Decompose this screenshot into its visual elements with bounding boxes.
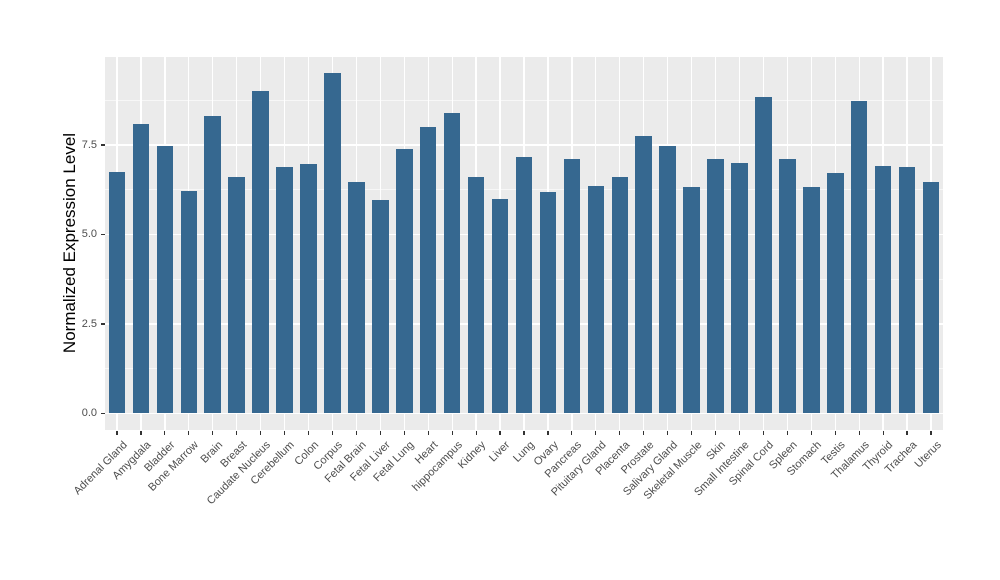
bar — [204, 116, 221, 414]
h-gridline-minor — [105, 99, 943, 101]
bar — [898, 166, 916, 414]
x-tick-mark — [858, 430, 860, 435]
bar — [228, 177, 245, 414]
bar — [827, 173, 844, 414]
x-tick-mark — [379, 430, 381, 435]
x-tick-mark — [451, 430, 453, 435]
bar — [539, 191, 557, 414]
bar — [874, 166, 892, 414]
bar — [156, 146, 174, 414]
y-tick-label: 0.0 — [81, 407, 97, 419]
bar — [587, 186, 605, 414]
x-tick-mark — [667, 430, 669, 435]
y-tick-mark — [100, 144, 105, 146]
x-tick-mark — [164, 430, 166, 435]
bar — [419, 127, 437, 414]
x-tick-mark — [140, 430, 142, 435]
h-gridline-major — [105, 144, 943, 146]
y-tick-label: 2.5 — [81, 317, 97, 330]
bar — [922, 182, 940, 414]
x-tick-mark — [523, 430, 525, 435]
x-tick-mark — [283, 430, 286, 435]
x-tick-mark — [547, 430, 549, 435]
x-tick-mark — [906, 430, 908, 435]
bar — [396, 148, 413, 414]
bar — [300, 164, 317, 414]
x-tick-mark — [571, 430, 573, 435]
x-tick-mark — [595, 430, 597, 435]
bar — [467, 176, 485, 414]
bar — [132, 123, 150, 414]
bar — [180, 190, 198, 414]
bar — [755, 96, 772, 414]
y-tick-mark — [100, 412, 105, 415]
x-tick-mark — [930, 430, 932, 435]
x-tick-mark — [212, 430, 214, 435]
x-tick-mark — [738, 430, 741, 435]
x-tick-mark — [355, 430, 357, 435]
x-tick-mark — [691, 430, 693, 435]
bar — [731, 162, 748, 414]
y-tick-label: 5.0 — [81, 228, 97, 240]
x-tick-mark — [714, 430, 717, 435]
x-tick-mark — [834, 430, 836, 435]
x-tick-mark — [116, 430, 118, 435]
x-category-label: Liver — [487, 439, 513, 465]
x-tick-mark — [260, 430, 262, 435]
bar — [252, 91, 269, 414]
bar — [324, 73, 341, 414]
y-axis-title: Normalized Expression Level — [60, 132, 79, 354]
bar — [635, 135, 652, 414]
bar — [850, 100, 868, 414]
bar — [707, 158, 724, 414]
bar — [683, 186, 700, 414]
x-tick-mark — [619, 430, 621, 435]
y-tick-mark — [100, 323, 105, 325]
x-tick-mark — [188, 430, 190, 435]
x-tick-mark — [403, 430, 405, 435]
x-tick-mark — [236, 430, 238, 435]
x-category-label: Uterus — [912, 439, 944, 471]
bar — [372, 200, 389, 414]
bar — [276, 166, 293, 414]
x-tick-mark — [427, 430, 429, 435]
x-tick-mark — [643, 430, 645, 435]
x-tick-mark — [307, 430, 310, 435]
bar — [659, 145, 676, 414]
x-tick-mark — [762, 430, 765, 435]
bar — [563, 159, 581, 414]
bar — [611, 176, 629, 414]
bar — [443, 113, 461, 414]
x-tick-mark — [786, 430, 788, 435]
y-tick-mark — [100, 233, 105, 236]
bar — [108, 172, 126, 414]
x-tick-mark — [331, 430, 334, 435]
y-tick-label: 7.5 — [81, 138, 97, 151]
bar — [491, 199, 509, 414]
bar — [515, 157, 533, 414]
x-tick-mark — [882, 430, 884, 435]
x-tick-mark — [475, 430, 477, 435]
bar — [803, 186, 820, 414]
bar — [779, 158, 796, 414]
plot-panel — [105, 57, 943, 430]
bar — [348, 182, 365, 414]
x-tick-mark — [499, 430, 501, 435]
h-gridline-major — [105, 412, 943, 415]
x-tick-mark — [810, 430, 812, 435]
